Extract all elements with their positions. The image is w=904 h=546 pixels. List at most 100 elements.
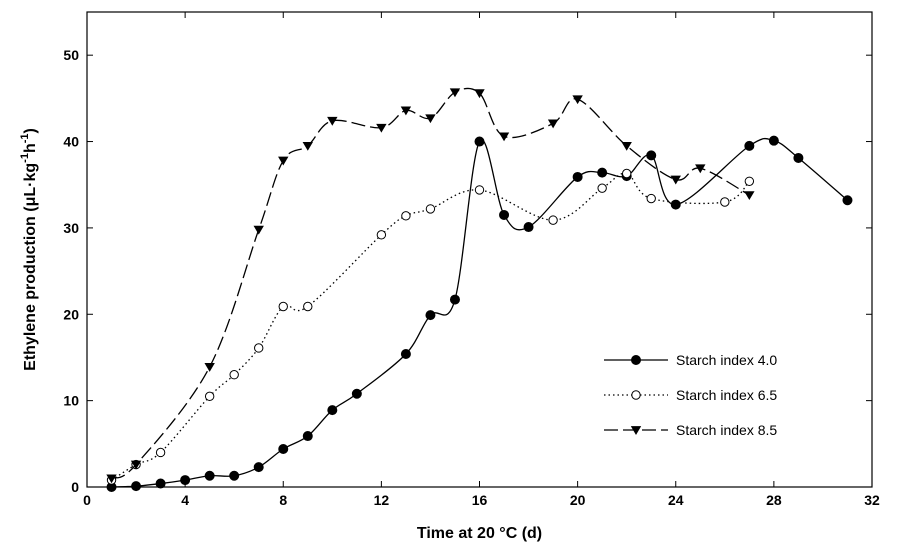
data-point: [646, 150, 657, 161]
data-point: [670, 175, 681, 185]
data-point: [793, 152, 804, 163]
legend-entry: Starch index 8.5: [604, 422, 777, 438]
data-point: [449, 88, 461, 98]
data-point: [498, 132, 510, 142]
data-point: [744, 191, 755, 201]
series-1: [106, 168, 755, 485]
x-tick-label: 4: [181, 492, 189, 508]
data-point: [400, 106, 412, 116]
data-point: [327, 405, 338, 416]
y-axis-title-part: ): [22, 128, 39, 133]
legend-entry: Starch index 6.5: [604, 387, 777, 403]
legend: Starch index 4.0 Starch index 6.5 Starch i…: [604, 352, 777, 438]
y-axis-title-part: Ethylene production (μL·kg: [22, 163, 39, 371]
y-tick-label: 30: [63, 220, 79, 236]
y-axis-title-part: h: [22, 143, 39, 153]
legend-entry: Starch index 4.0: [604, 352, 777, 368]
x-tick-label: 32: [864, 492, 880, 508]
data-point: [204, 470, 215, 481]
data-point: [646, 193, 656, 204]
data-point: [621, 168, 632, 179]
y-tick-label: 10: [63, 393, 79, 409]
data-point: [597, 167, 608, 178]
data-point: [744, 140, 755, 151]
y-tick-label: 50: [63, 47, 79, 63]
data-point: [254, 343, 264, 353]
series-2: [106, 87, 755, 484]
series-line: [111, 87, 750, 479]
y-tick-label: 20: [63, 306, 79, 322]
data-point: [278, 444, 289, 454]
y-axis-title-superscript: -1: [19, 153, 31, 163]
data-point: [597, 183, 607, 193]
data-point: [400, 349, 411, 359]
data-point: [670, 199, 681, 210]
legend-label: Starch index 6.5: [676, 387, 777, 403]
legend-marker: [630, 426, 642, 435]
data-point: [376, 123, 387, 133]
legend-label: Starch index 4.0: [676, 352, 777, 368]
data-point: [229, 370, 239, 380]
series-0: [106, 135, 853, 492]
data-point: [351, 388, 362, 399]
x-axis-title: Time at 20 °C (d): [417, 525, 542, 542]
x-tick-label: 12: [374, 492, 390, 508]
data-point: [302, 431, 313, 442]
data-point: [106, 474, 117, 484]
plot-frame: [86, 11, 873, 488]
data-point: [744, 176, 755, 186]
data-point: [474, 136, 485, 147]
y-axis-title: Ethylene production (μL·kg-1h-1): [19, 128, 39, 371]
data-point: [204, 363, 215, 372]
data-point: [155, 478, 166, 489]
data-point: [572, 95, 583, 105]
data-point: [376, 230, 387, 240]
series-line: [111, 172, 750, 481]
legend-marker: [631, 390, 641, 400]
data-point: [572, 171, 583, 182]
data-point: [842, 195, 853, 206]
data-point: [621, 141, 632, 151]
data-point: [474, 89, 485, 99]
data-point: [327, 116, 338, 126]
data-point: [425, 310, 436, 321]
data-point: [253, 462, 264, 473]
y-tick-label: 40: [63, 134, 79, 150]
data-point: [425, 204, 436, 214]
x-tick-label: 20: [570, 492, 586, 508]
data-point: [768, 135, 779, 146]
data-point: [278, 156, 289, 166]
x-tick-label: 0: [83, 492, 91, 508]
data-point: [180, 475, 191, 486]
data-point: [131, 481, 142, 492]
data-point: [302, 141, 313, 151]
series-layer: [106, 87, 853, 492]
data-point: [695, 164, 706, 174]
data-point: [474, 185, 485, 195]
data-point: [229, 470, 240, 481]
x-tick-label: 8: [279, 492, 287, 508]
y-tick-label: 0: [71, 479, 79, 495]
x-tick-label: 28: [766, 492, 782, 508]
data-point: [155, 447, 166, 458]
data-point: [303, 301, 313, 312]
data-point: [548, 215, 558, 225]
axes: 0 4 8 12 16 20 24 28 32 0 10 20 30 40 50: [63, 11, 880, 508]
data-point: [499, 209, 510, 220]
data-point: [547, 119, 559, 129]
data-point: [253, 225, 264, 235]
y-axis-title-superscript: -1: [19, 133, 31, 143]
data-point: [425, 114, 436, 124]
legend-label: Starch index 8.5: [676, 422, 777, 438]
legend-marker: [631, 355, 641, 365]
x-tick-label: 24: [668, 492, 684, 508]
data-point: [720, 197, 730, 207]
x-tick-label: 16: [472, 492, 488, 508]
data-point: [130, 460, 142, 470]
data-point: [401, 211, 411, 221]
data-point: [278, 301, 288, 312]
data-point: [449, 294, 460, 305]
data-point: [204, 391, 215, 402]
data-point: [523, 222, 534, 233]
